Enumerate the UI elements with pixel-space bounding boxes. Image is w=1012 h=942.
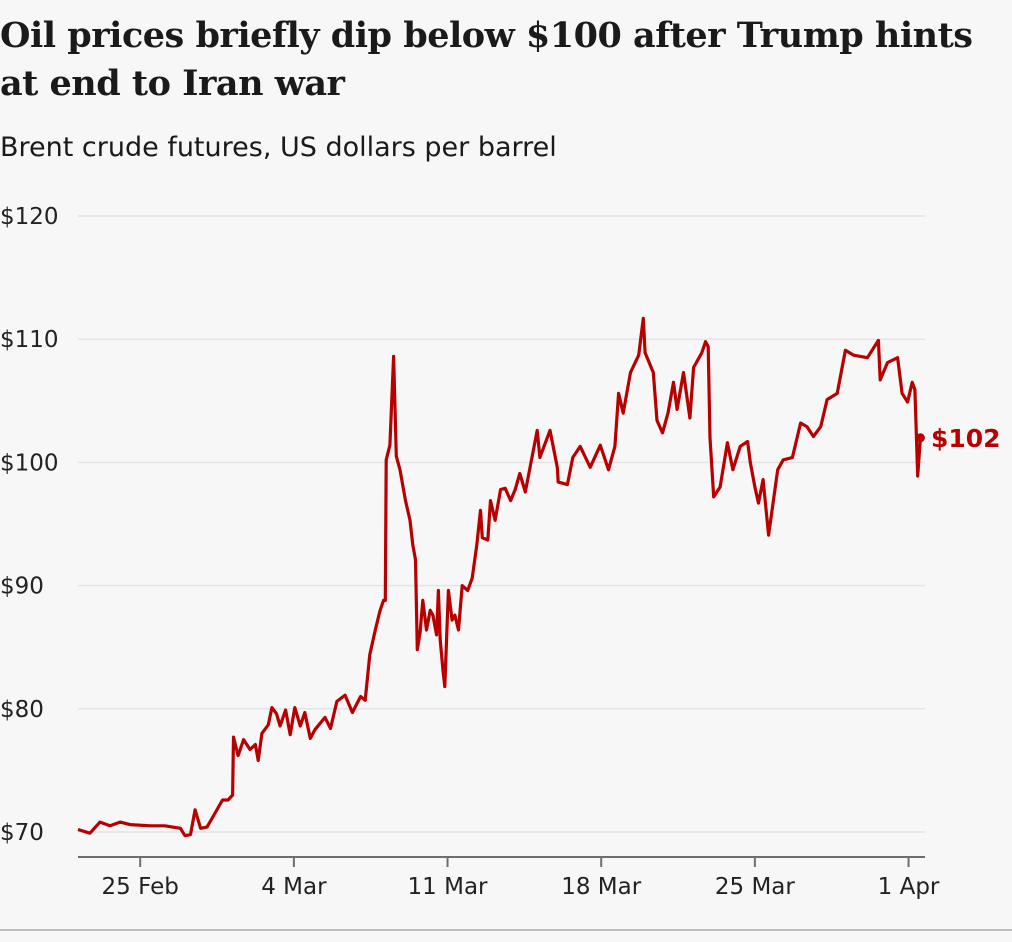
x-axis: 25 Feb 4 Mar 11 Mar 18 Mar 25 Mar 1 Apr — [78, 856, 940, 900]
end-value-label: $102 — [931, 424, 1001, 453]
x-tick-label: 4 Mar — [261, 874, 327, 900]
chart-subtitle: Brent crude futures, US dollars per barr… — [0, 132, 557, 163]
x-tick-label: 11 Mar — [408, 874, 489, 900]
x-tick-label: 18 Mar — [561, 874, 642, 900]
y-tick-label: $100 — [0, 450, 59, 476]
x-tick-label: 25 Mar — [715, 874, 796, 900]
y-axis: $120 $110 $100 $90 $80 $70 — [0, 204, 59, 846]
bottom-divider — [0, 929, 1012, 931]
x-tick-label: 1 Apr — [878, 874, 940, 900]
gridlines — [78, 215, 925, 833]
price-line — [77, 316, 922, 838]
y-tick-label: $110 — [0, 327, 59, 353]
series: $102 — [77, 316, 1001, 838]
x-tick-label: 25 Feb — [102, 874, 179, 900]
y-tick-label: $120 — [0, 204, 59, 230]
y-tick-label: $70 — [0, 820, 44, 846]
end-point-marker — [915, 433, 925, 443]
y-tick-label: $90 — [0, 574, 44, 600]
y-tick-label: $80 — [0, 697, 44, 723]
chart-title: Oil prices briefly dip below $100 after … — [0, 15, 973, 104]
